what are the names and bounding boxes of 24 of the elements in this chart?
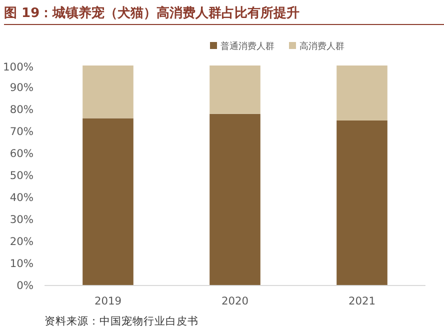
y-tick-label: 60% (10, 147, 34, 160)
y-tick-label: 30% (10, 213, 34, 226)
y-tick-label: 50% (10, 169, 34, 182)
bar (336, 66, 388, 120)
text: 资料来源：中国宠物行业白皮书 (44, 314, 198, 328)
bar (210, 66, 260, 114)
y-tick-label: 80% (10, 103, 34, 116)
y-tick-label: 90% (10, 81, 34, 94)
legend-label: 高消费人群 (300, 42, 344, 52)
y-tick-label: 10% (10, 257, 34, 270)
y-tick-label: 100% (3, 60, 34, 74)
y-tick-label: 20% (10, 235, 34, 248)
x-tick-label: 2019 (94, 294, 122, 308)
legend-label: 普通消费人群 (220, 42, 274, 52)
x-tick-label: 2021 (348, 294, 376, 308)
y-tick-label: 0% (16, 279, 34, 292)
y-tick-label: 40% (10, 191, 34, 204)
bar (82, 66, 134, 118)
x-tick-label: 2020 (221, 294, 249, 308)
y-tick-label: 70% (10, 125, 34, 138)
bar (82, 118, 134, 286)
bar (210, 114, 260, 286)
bar (336, 120, 388, 286)
chart-title: 图 19：城镇养宠（犬猫）高消费人群占比有所提升 (4, 6, 300, 21)
